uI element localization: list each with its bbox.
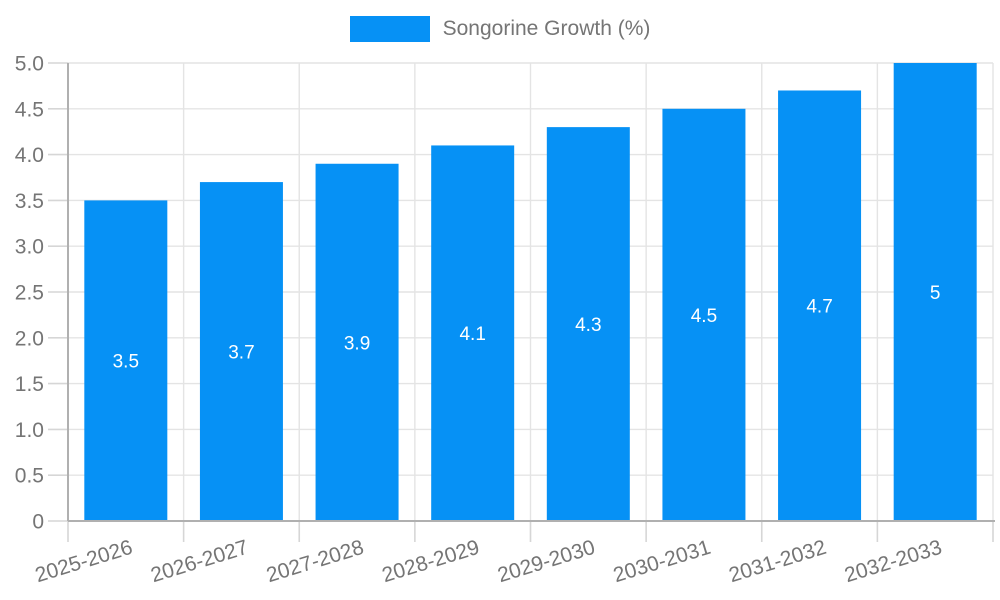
y-axis-tick-label: 4.0: [15, 144, 44, 167]
x-axis-category-label: 2030-2031: [611, 536, 714, 587]
legend-label: Songorine Growth (%): [442, 17, 651, 40]
bar-value-label: 3.9: [344, 333, 370, 354]
legend-swatch: [349, 16, 430, 42]
bar[interactable]: [431, 145, 515, 521]
x-axis-category-label: 2031-2032: [726, 536, 829, 587]
bar-value-label: 4.5: [691, 306, 717, 327]
bar-value-label: 5: [930, 283, 941, 304]
y-axis-tick-label: 1.0: [15, 419, 44, 442]
y-axis-tick-label: 0.5: [15, 465, 44, 488]
y-axis-tick-label: 0: [32, 511, 44, 534]
bar[interactable]: [893, 63, 977, 521]
bar-value-label: 4.7: [806, 297, 832, 318]
bar[interactable]: [199, 182, 283, 521]
x-axis-category-label: 2025-2026: [33, 536, 136, 587]
y-axis-tick-label: 3.5: [15, 190, 44, 213]
x-axis-category-label: 2028-2029: [379, 536, 482, 587]
bar[interactable]: [315, 163, 399, 521]
y-axis-tick-label: 5.0: [15, 53, 44, 76]
bar-value-label: 3.7: [228, 343, 254, 364]
legend[interactable]: Songorine Growth (%): [0, 16, 1000, 42]
y-axis-tick-label: 2.0: [15, 327, 44, 350]
x-axis-category-label: 2029-2030: [495, 536, 598, 587]
bar-value-label: 4.1: [459, 324, 485, 345]
x-axis-category-label: 2026-2027: [148, 536, 251, 587]
bar-value-label: 3.5: [113, 352, 139, 373]
x-axis-category-label: 2027-2028: [264, 536, 367, 587]
x-axis-category-label: 2032-2033: [842, 536, 945, 587]
y-axis-tick-label: 3.0: [15, 236, 44, 259]
y-axis-tick-label: 2.5: [15, 282, 44, 305]
bar[interactable]: [546, 127, 630, 522]
bar[interactable]: [778, 90, 862, 521]
bar[interactable]: [662, 108, 746, 522]
bar[interactable]: [84, 200, 168, 521]
bar-value-label: 4.3: [575, 315, 601, 336]
y-axis-tick-label: 4.5: [15, 98, 44, 121]
y-axis-tick-label: 1.5: [15, 373, 44, 396]
